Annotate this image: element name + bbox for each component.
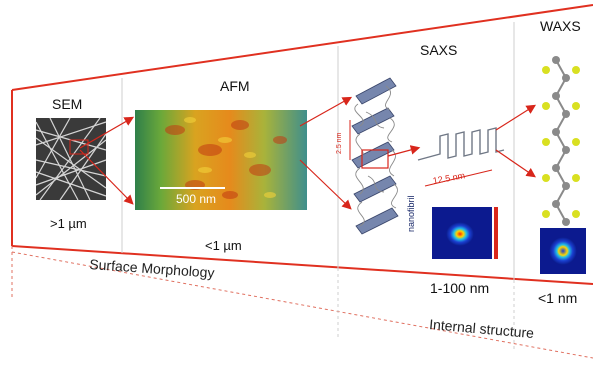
nanofibril-label: nanofibril <box>406 195 416 232</box>
frame-outline <box>11 4 593 359</box>
saxs-short-dimension: 2.5 nm <box>336 132 343 154</box>
saxs-title: SAXS <box>420 42 458 58</box>
afm-title: AFM <box>220 78 250 94</box>
saxs-lamellae <box>387 127 505 187</box>
saxs-fibril-model <box>349 77 399 235</box>
sem-to-afm-arrows <box>69 116 135 205</box>
afm-scale: <1 µm <box>205 238 242 253</box>
waxs-scale: <1 nm <box>538 290 578 306</box>
saxs-scale: 1-100 nm <box>430 280 490 296</box>
sem-title: SEM <box>52 96 83 112</box>
sem-scale: >1 µm <box>50 216 87 231</box>
afm-image <box>135 110 307 210</box>
saxs-pattern <box>432 207 498 259</box>
waxs-title: WAXS <box>540 18 581 34</box>
afm-scalebar-label: 500 nm <box>176 192 217 206</box>
afm-to-saxs-arrows <box>299 96 353 210</box>
sem-image <box>35 117 107 201</box>
panel-dividers <box>121 22 515 350</box>
saxs-to-waxs-arrows <box>495 104 537 178</box>
waxs-molecule <box>542 56 580 226</box>
waxs-pattern <box>540 228 586 274</box>
